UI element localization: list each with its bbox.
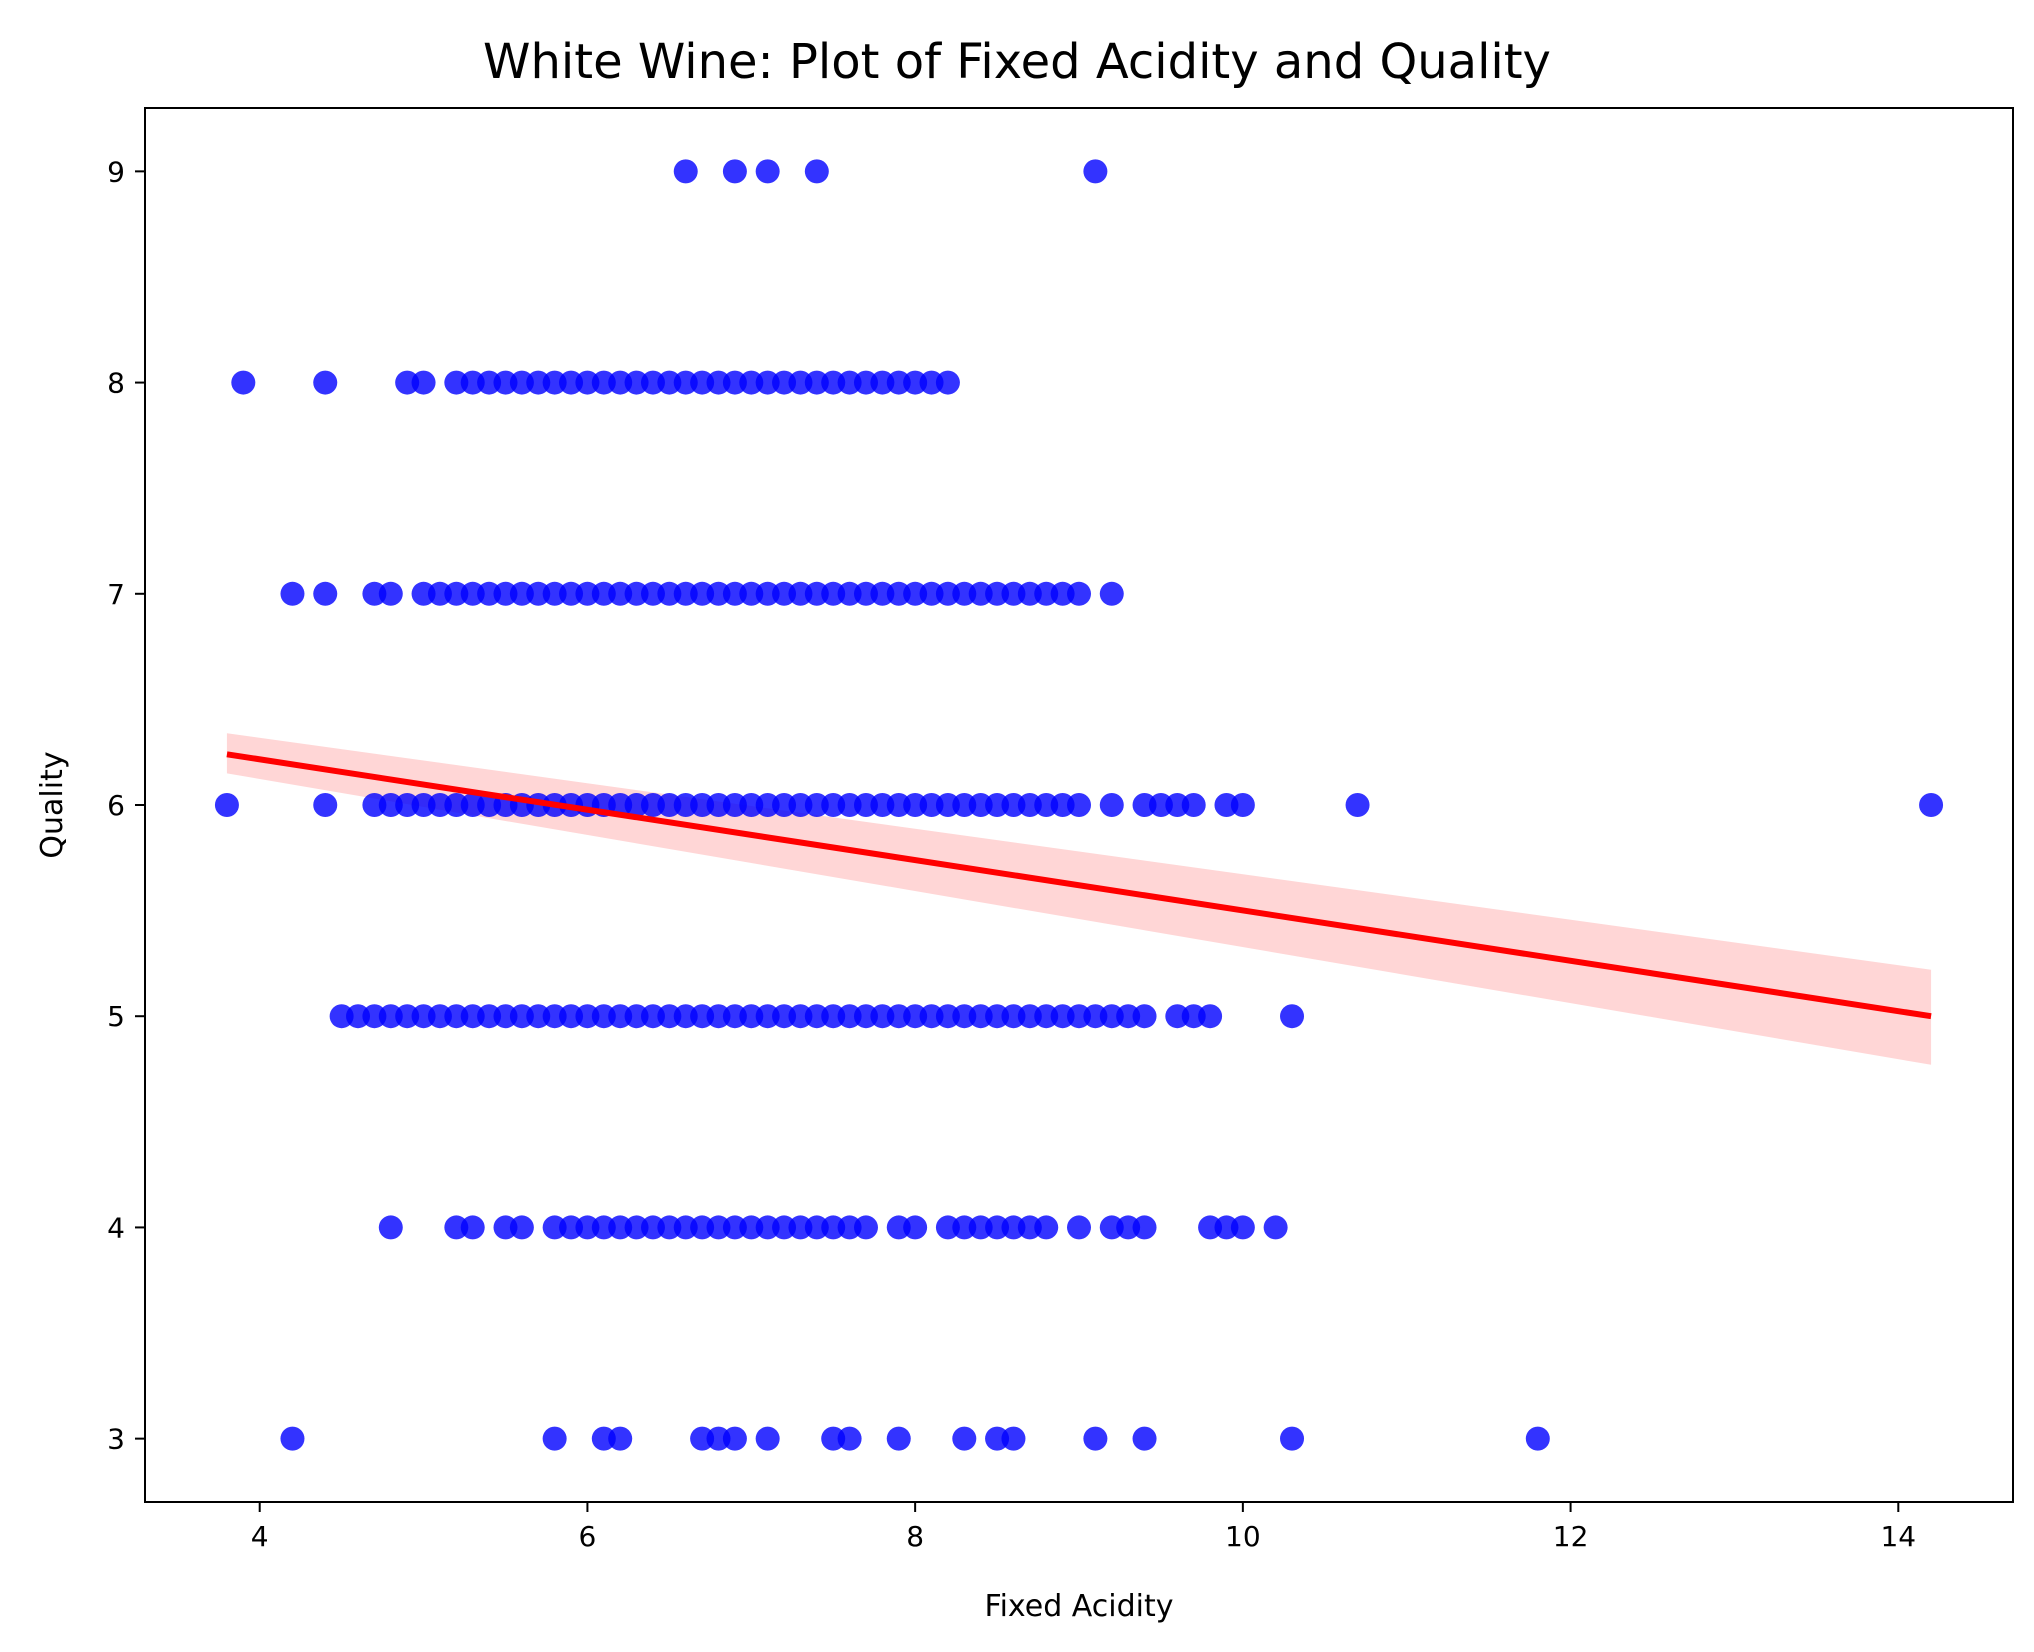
data-point bbox=[1132, 1426, 1157, 1451]
data-point bbox=[280, 1426, 305, 1451]
data-point bbox=[1083, 1426, 1108, 1451]
data-point bbox=[542, 1426, 567, 1451]
x-axis: 4 6 8 10 12 14 bbox=[251, 1502, 1916, 1553]
data-point bbox=[903, 1215, 928, 1240]
chart-title: White Wine: Plot of Fixed Acidity and Qu… bbox=[483, 34, 1551, 90]
data-point bbox=[1132, 1215, 1157, 1240]
data-point bbox=[280, 581, 305, 606]
data-point bbox=[935, 370, 960, 395]
data-point bbox=[804, 159, 829, 184]
y-tick-label: 7 bbox=[107, 578, 125, 611]
data-point bbox=[1345, 793, 1370, 817]
x-tick-label: 8 bbox=[906, 1520, 924, 1553]
data-point bbox=[1083, 159, 1108, 184]
data-point bbox=[608, 1426, 633, 1451]
data-point bbox=[853, 1215, 878, 1240]
y-tick-label: 3 bbox=[107, 1423, 125, 1456]
data-point bbox=[673, 159, 698, 184]
y-axis: 3 4 5 6 7 8 9 bbox=[107, 155, 145, 1456]
x-tick-label: 10 bbox=[1225, 1520, 1261, 1553]
points-layer bbox=[214, 159, 1944, 1451]
data-point bbox=[378, 581, 403, 606]
data-point bbox=[313, 581, 338, 606]
data-point bbox=[1099, 581, 1124, 606]
data-point bbox=[837, 1426, 862, 1451]
data-point bbox=[214, 793, 239, 817]
data-point bbox=[1525, 1426, 1550, 1451]
y-tick-label: 6 bbox=[107, 789, 125, 822]
data-point bbox=[1181, 793, 1206, 817]
y-tick-label: 4 bbox=[107, 1211, 125, 1244]
regression-line bbox=[226, 751, 1932, 1020]
data-point bbox=[1001, 1426, 1026, 1451]
data-point bbox=[1230, 1215, 1255, 1240]
data-point bbox=[1230, 793, 1255, 817]
data-point bbox=[1919, 793, 1944, 817]
data-point bbox=[378, 1215, 403, 1240]
data-point bbox=[313, 370, 338, 395]
regression-line-layer bbox=[226, 751, 1932, 1020]
data-point bbox=[755, 1426, 780, 1451]
data-point bbox=[755, 159, 780, 184]
data-point bbox=[1067, 1215, 1091, 1240]
y-tick-label: 9 bbox=[107, 155, 125, 188]
data-point bbox=[460, 1215, 485, 1240]
y-tick-label: 5 bbox=[107, 1000, 125, 1033]
data-point bbox=[722, 1426, 747, 1451]
data-point bbox=[952, 1426, 977, 1451]
x-axis-label: Fixed Acidity bbox=[985, 1589, 1174, 1624]
x-tick-label: 12 bbox=[1553, 1520, 1589, 1553]
data-point bbox=[411, 370, 436, 395]
data-point bbox=[1280, 1426, 1305, 1451]
data-point bbox=[313, 793, 338, 817]
data-point bbox=[231, 370, 256, 395]
data-point bbox=[1034, 1215, 1059, 1240]
x-tick-label: 14 bbox=[1880, 1520, 1916, 1553]
data-point bbox=[509, 1215, 534, 1240]
data-point bbox=[1067, 793, 1091, 817]
data-point bbox=[1198, 1004, 1223, 1029]
data-point bbox=[722, 159, 747, 184]
data-point bbox=[1280, 1004, 1305, 1029]
data-point bbox=[1263, 1215, 1288, 1240]
y-tick-label: 8 bbox=[107, 367, 125, 400]
x-tick-label: 4 bbox=[251, 1520, 269, 1553]
data-point bbox=[886, 1426, 911, 1451]
data-point bbox=[1067, 581, 1091, 606]
y-axis-label: Quality bbox=[35, 751, 70, 858]
data-point bbox=[1099, 793, 1124, 817]
data-point bbox=[1132, 1004, 1157, 1029]
x-tick-label: 6 bbox=[579, 1520, 597, 1553]
